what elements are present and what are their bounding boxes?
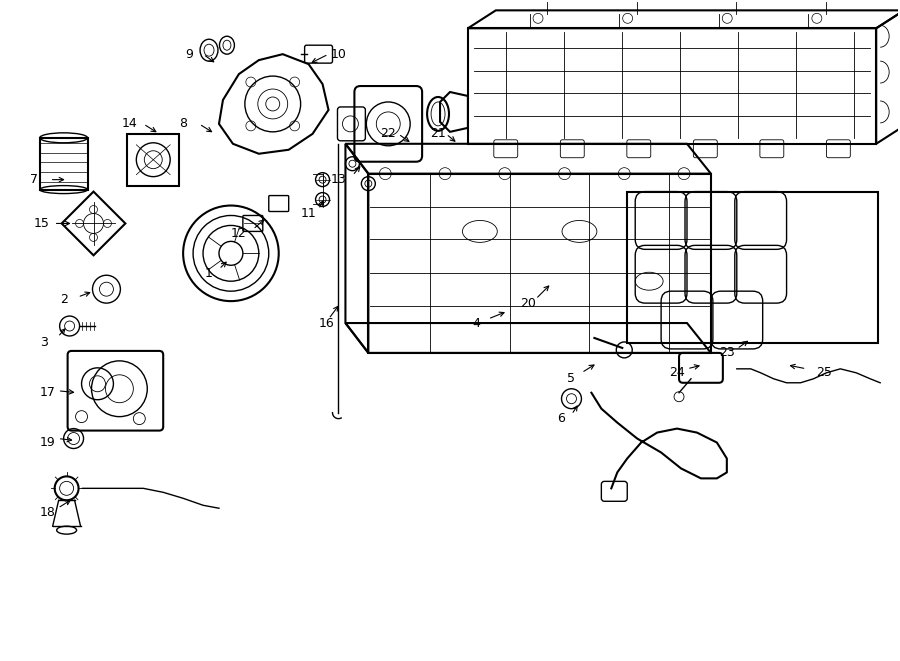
Text: 20: 20 xyxy=(519,297,536,309)
Text: 14: 14 xyxy=(122,118,137,130)
Text: 24: 24 xyxy=(670,366,685,379)
Text: 25: 25 xyxy=(816,366,833,379)
Text: 1: 1 xyxy=(205,267,213,280)
Text: 3: 3 xyxy=(40,336,48,350)
Text: 5: 5 xyxy=(568,372,575,385)
Text: 23: 23 xyxy=(719,346,734,360)
Text: 19: 19 xyxy=(40,436,56,449)
Text: 2: 2 xyxy=(59,293,68,305)
Text: 15: 15 xyxy=(34,217,50,230)
Text: 17: 17 xyxy=(40,386,56,399)
Text: 4: 4 xyxy=(472,317,480,330)
Text: 22: 22 xyxy=(381,128,396,140)
Text: 13: 13 xyxy=(330,173,346,186)
Text: 7: 7 xyxy=(30,173,38,186)
Text: 11: 11 xyxy=(301,207,317,220)
Text: 18: 18 xyxy=(40,506,56,519)
Text: 8: 8 xyxy=(179,118,187,130)
Bar xyxy=(40,137,87,190)
Text: 9: 9 xyxy=(185,48,193,61)
Text: 6: 6 xyxy=(558,412,565,425)
Text: 21: 21 xyxy=(430,128,446,140)
Text: 10: 10 xyxy=(330,48,346,61)
Text: 12: 12 xyxy=(231,227,247,240)
Bar xyxy=(627,192,878,343)
Text: 16: 16 xyxy=(319,317,334,330)
